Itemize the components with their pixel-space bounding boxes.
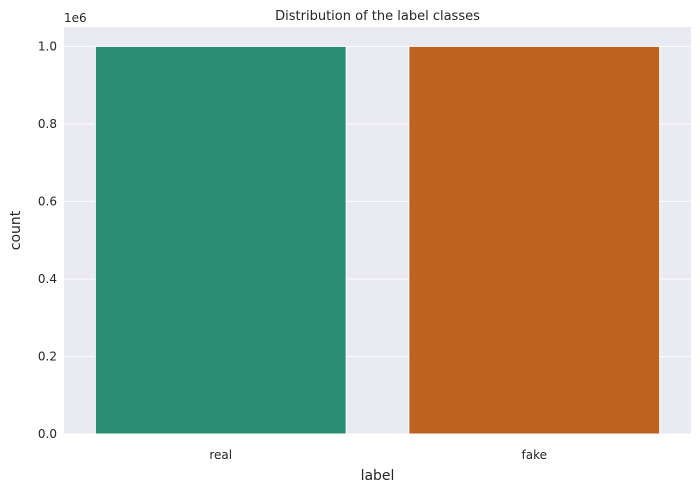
y-tick-label: 0.0 (38, 427, 57, 441)
x-tick-labels: real fake (209, 448, 547, 462)
y-axis-label: count (8, 210, 24, 250)
y-offset-label: 1e6 (64, 11, 87, 25)
y-tick-label: 1.0 (38, 39, 57, 53)
y-tick-label: 0.8 (38, 117, 57, 131)
x-tick-label-fake: fake (522, 448, 547, 462)
bar-fake (408, 45, 661, 435)
bar-real (94, 45, 347, 435)
y-tick-label: 0.4 (38, 272, 57, 286)
chart-title: Distribution of the label classes (275, 9, 480, 24)
y-tick-labels: 0.0 0.2 0.4 0.6 0.8 1.0 (38, 39, 57, 441)
y-tick-label: 0.2 (38, 349, 57, 363)
bars (94, 45, 661, 435)
y-tick-label: 0.6 (38, 194, 57, 208)
x-axis-label: label (361, 468, 395, 484)
x-tick-label-real: real (209, 448, 232, 462)
